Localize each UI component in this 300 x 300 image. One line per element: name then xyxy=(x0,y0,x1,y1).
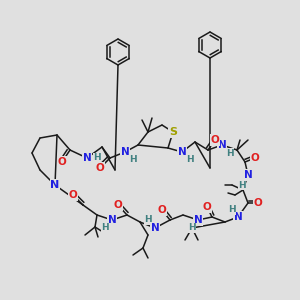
Text: N: N xyxy=(178,147,186,157)
Text: N: N xyxy=(244,170,252,180)
Text: H: H xyxy=(129,155,137,164)
Text: H: H xyxy=(93,154,101,163)
Text: H: H xyxy=(186,155,194,164)
Text: N: N xyxy=(121,147,129,157)
Text: O: O xyxy=(158,205,166,215)
Text: O: O xyxy=(211,135,219,145)
Text: O: O xyxy=(69,190,77,200)
Text: O: O xyxy=(254,198,262,208)
Text: N: N xyxy=(50,180,60,190)
Text: N: N xyxy=(218,140,226,150)
Text: O: O xyxy=(58,157,66,167)
Text: N: N xyxy=(194,215,202,225)
Text: N: N xyxy=(82,153,91,163)
Text: H: H xyxy=(226,148,234,158)
Text: O: O xyxy=(114,200,122,210)
Text: H: H xyxy=(238,181,246,190)
Text: S: S xyxy=(169,127,177,137)
Text: H: H xyxy=(228,206,236,214)
Text: N: N xyxy=(151,223,159,233)
Text: N: N xyxy=(108,215,116,225)
Text: H: H xyxy=(144,215,152,224)
Text: N: N xyxy=(234,212,242,222)
Text: O: O xyxy=(96,163,104,173)
Text: O: O xyxy=(250,153,260,163)
Text: O: O xyxy=(202,202,211,212)
Text: H: H xyxy=(101,224,109,232)
Text: H: H xyxy=(188,224,196,232)
